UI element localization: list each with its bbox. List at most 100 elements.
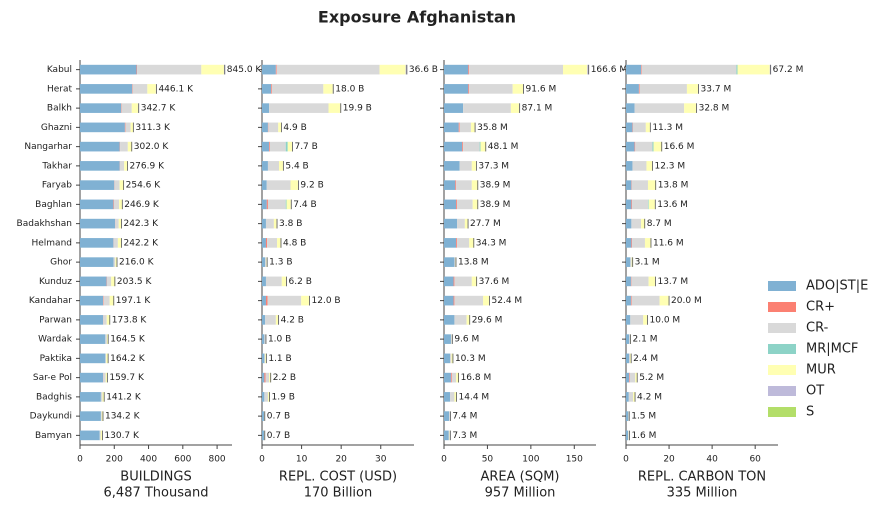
bar-segment [454,257,456,267]
total-label: 6.2 B [289,277,312,287]
y-tick-label: Badakhshan [17,219,72,229]
bar-segment [114,180,120,190]
bar-segment [472,199,478,210]
legend-swatch [768,386,796,396]
bar-segment [626,218,632,229]
total-label: 18.0 B [335,84,364,94]
bar-segment [444,334,451,344]
x-tick-label: 60 [749,455,761,465]
total-label: 4.8 B [283,238,306,248]
y-tick-label: Wardak [38,335,73,345]
bar-segment [626,295,631,306]
bar-segment [628,392,634,402]
bar-segment [290,180,299,190]
legend-label: S [806,405,814,420]
bar-segment [632,122,646,133]
bar-segment [684,103,697,113]
bar-segment [262,64,276,75]
bar-segment [626,199,632,210]
total-label: 7.3 M [452,431,477,441]
total-label: 5.2 M [639,373,664,383]
bar-segment [648,199,649,210]
total-label: 164.2 K [110,354,146,364]
bar-segment [262,122,268,133]
total-label: 35.8 M [477,123,508,133]
bar-segment [103,295,104,306]
bar-segment [451,372,457,383]
bar-segment [328,103,341,113]
bar-segment [119,199,123,210]
bar-segment [80,199,114,210]
total-label: 9.2 B [300,181,323,191]
total-label: 37.6 M [479,277,510,287]
bar-segment [463,141,480,152]
x-tick-label: 0 [623,455,629,465]
y-tick-label: Herat [47,84,73,94]
bar-segment [471,161,477,171]
bar-segment [632,161,647,171]
total-label: 2.2 B [273,373,296,383]
total-label: 27.7 M [470,219,501,229]
bar-segment [626,353,630,364]
bar-segment [626,372,630,383]
total-label: 7.4 M [452,412,477,422]
bar-segment [635,372,638,383]
bar-segment [265,372,270,383]
bar-segment [271,84,324,94]
total-label: 13.7 M [657,277,688,287]
total-label: 12.3 M [654,161,685,171]
bar-segment [471,276,477,287]
bar-segment [453,276,455,287]
total-label: 254.6 K [126,181,162,191]
bar-segment [462,141,464,152]
total-label: 1.3 B [269,258,292,268]
total-label: 5.4 B [285,161,308,171]
bar-segment [638,84,640,94]
bar-segment [454,392,457,402]
y-tick-label: Ghazni [41,123,72,133]
total-label: 173.8 K [112,315,148,325]
bar-segment [450,353,452,364]
total-label: 10.3 M [455,354,486,364]
x-tick-label: 100 [522,455,539,465]
bar-segment [265,295,268,306]
bar-segment [264,353,266,364]
bar-segment [444,238,457,248]
total-label: 91.6 M [526,84,557,94]
legend-swatch [768,344,796,354]
bar-segment [454,295,484,306]
bar-segment [80,257,114,267]
bar-segment [132,84,133,94]
total-label: 14.4 M [459,392,490,402]
bar-segment [106,353,109,364]
x-axis-label: REPL. CARBON TON [638,470,766,485]
bar-segment [626,141,635,152]
legend-label: MUR [806,363,836,378]
bar-segment [470,122,475,133]
y-tick-label: Kabul [47,65,72,75]
total-label: 38.9 M [480,200,511,210]
y-tick-label: Balkh [47,104,72,114]
bar-segment [80,295,104,306]
total-label: 7.7 B [294,142,317,152]
bar-segment [102,392,105,402]
total-label: 1.6 M [631,431,656,441]
bar-segment [80,141,120,152]
y-tick-label: Helmand [31,238,72,248]
legend-swatch [768,407,796,417]
total-label: 13.6 M [657,200,688,210]
bar-segment [626,315,631,325]
bar-segment [626,276,631,287]
bar-segment [273,218,277,229]
bar-segment [105,372,108,383]
y-tick-label: Parwan [39,315,72,325]
bar-segment [444,64,469,75]
bar-segment [105,334,107,344]
bar-segment [626,334,630,344]
x-tick-label: 0 [77,455,83,465]
bar-segment [479,141,481,152]
bar-segment [265,353,267,364]
bar-segment [268,122,279,133]
bar-segment [444,84,469,94]
bar-segment [451,353,453,364]
